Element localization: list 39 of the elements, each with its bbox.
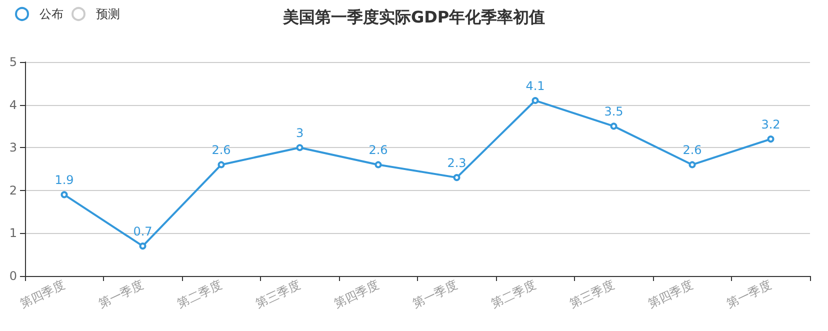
x-tick-label: 第一季度 (410, 278, 460, 311)
point (453, 174, 460, 182)
data-label: 0.7 (133, 224, 152, 239)
data-label: 2.6 (212, 143, 231, 158)
legend-label: 公布 (40, 7, 64, 21)
x-tick-label: 第一季度 (724, 278, 774, 311)
point (218, 161, 225, 168)
data-label: 3 (296, 126, 304, 140)
data-label: 3.2 (761, 118, 780, 132)
point (767, 136, 774, 143)
x-tick-label: 第四季度 (646, 278, 696, 311)
point (374, 161, 382, 168)
x-tick-label: 第四季度 (332, 278, 382, 311)
data-label: 4.1 (526, 79, 545, 94)
point (610, 122, 618, 130)
y-tick-label: 3 (9, 140, 17, 155)
data-label: 2.6 (682, 143, 702, 158)
x-tick-label: 第一季度 (96, 278, 146, 311)
point (60, 191, 68, 198)
data-label: 1.9 (54, 173, 74, 188)
y-tick-label: 5 (9, 55, 17, 69)
legend-label: 预测 (96, 7, 120, 21)
data-label: 3.5 (604, 104, 624, 119)
y-tick-label: 4 (9, 98, 17, 112)
chart-title: 美国第一季度实际GDP年化季率初值 (282, 8, 546, 26)
x-tick-label: 第三季度 (567, 278, 617, 311)
point (532, 97, 539, 104)
y-tick-label: 0 (9, 269, 17, 283)
y-tick-label: 1 (9, 226, 17, 240)
point (296, 144, 304, 152)
y-tick-label: 2 (9, 183, 17, 198)
data-label: 2.6 (368, 143, 388, 158)
x-tick-label: 第二季度 (488, 278, 538, 311)
x-tick-label: 第三季度 (253, 278, 303, 311)
x-tick-label: 第四季度 (18, 278, 68, 311)
x-tick-label: 第二季度 (174, 278, 224, 311)
point (688, 161, 696, 168)
data-label: 2.3 (447, 156, 466, 170)
point (139, 242, 146, 250)
